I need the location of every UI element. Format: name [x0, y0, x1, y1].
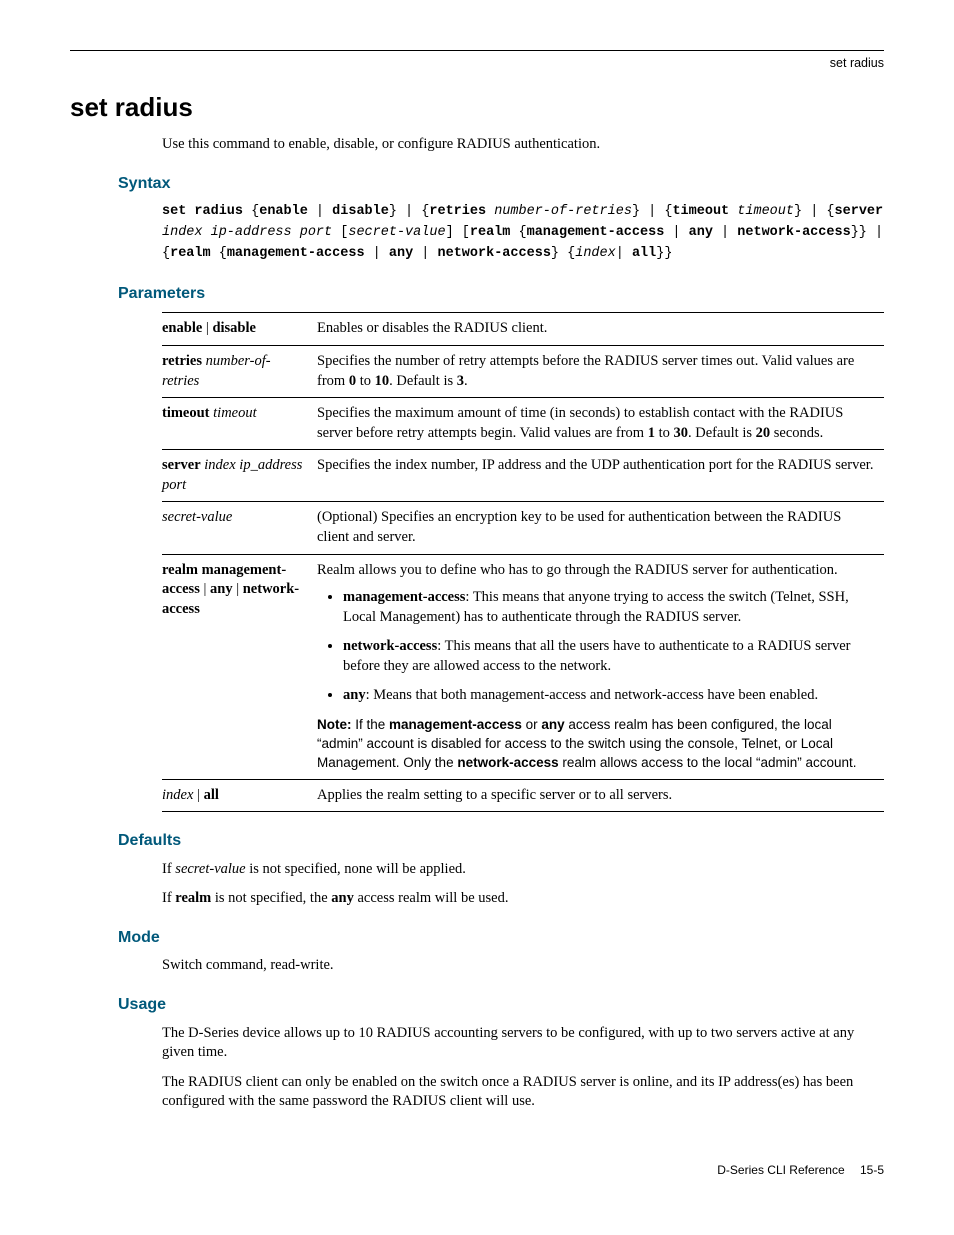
top-rule	[70, 50, 884, 51]
param-desc: Specifies the number of retry attempts b…	[317, 346, 884, 398]
param-desc: Specifies the maximum amount of time (in…	[317, 398, 884, 450]
param-desc: Applies the realm setting to a specific …	[317, 779, 884, 812]
parameters-table: enable | disable Enables or disables the…	[162, 312, 884, 812]
defaults-block: If secret-value is not specified, none w…	[162, 860, 884, 909]
intro-text: Use this command to enable, disable, or …	[162, 135, 884, 155]
syntax-heading: Syntax	[118, 173, 884, 195]
param-name: secret-value	[162, 502, 317, 554]
page-title: set radius	[70, 90, 884, 125]
param-name: server index ip_address port	[162, 450, 317, 502]
param-name: enable | disable	[162, 313, 317, 346]
paragraph: The RADIUS client can only be enabled on…	[162, 1073, 884, 1112]
defaults-heading: Defaults	[118, 830, 884, 852]
running-head: set radius	[70, 55, 884, 72]
usage-block: The D-Series device allows up to 10 RADI…	[162, 1024, 884, 1112]
parameters-heading: Parameters	[118, 283, 884, 305]
syntax-code: set radius {enable | disable} | {retries…	[162, 202, 884, 265]
param-desc: Realm allows you to define who has to go…	[317, 554, 884, 779]
mode-heading: Mode	[118, 927, 884, 949]
table-row: timeout timeout Specifies the maximum am…	[162, 398, 884, 450]
param-desc: Enables or disables the RADIUS client.	[317, 313, 884, 346]
table-row: index | all Applies the realm setting to…	[162, 779, 884, 812]
table-row: retries number-of-retries Specifies the …	[162, 346, 884, 398]
param-name: timeout timeout	[162, 398, 317, 450]
param-name: retries number-of-retries	[162, 346, 317, 398]
page-footer: D-Series CLI Reference 15-5	[70, 1162, 884, 1178]
parameters-block: enable | disable Enables or disables the…	[162, 312, 884, 812]
usage-heading: Usage	[118, 994, 884, 1016]
paragraph: If secret-value is not specified, none w…	[162, 860, 884, 880]
table-row: secret-value (Optional) Specifies an enc…	[162, 502, 884, 554]
paragraph: The D-Series device allows up to 10 RADI…	[162, 1024, 884, 1063]
mode-text: Switch command, read-write.	[162, 956, 884, 976]
param-desc: Specifies the index number, IP address a…	[317, 450, 884, 502]
param-name: index | all	[162, 779, 317, 812]
param-name: realm management-access | any | network-…	[162, 554, 317, 779]
paragraph: If realm is not specified, the any acces…	[162, 889, 884, 909]
table-row: realm management-access | any | network-…	[162, 554, 884, 779]
table-row: server index ip_address port Specifies t…	[162, 450, 884, 502]
parameters-tbody: enable | disable Enables or disables the…	[162, 313, 884, 812]
mode-block: Switch command, read-write.	[162, 956, 884, 976]
syntax-block: set radius {enable | disable} | {retries…	[162, 202, 884, 265]
table-row: enable | disable Enables or disables the…	[162, 313, 884, 346]
param-desc: (Optional) Specifies an encryption key t…	[317, 502, 884, 554]
